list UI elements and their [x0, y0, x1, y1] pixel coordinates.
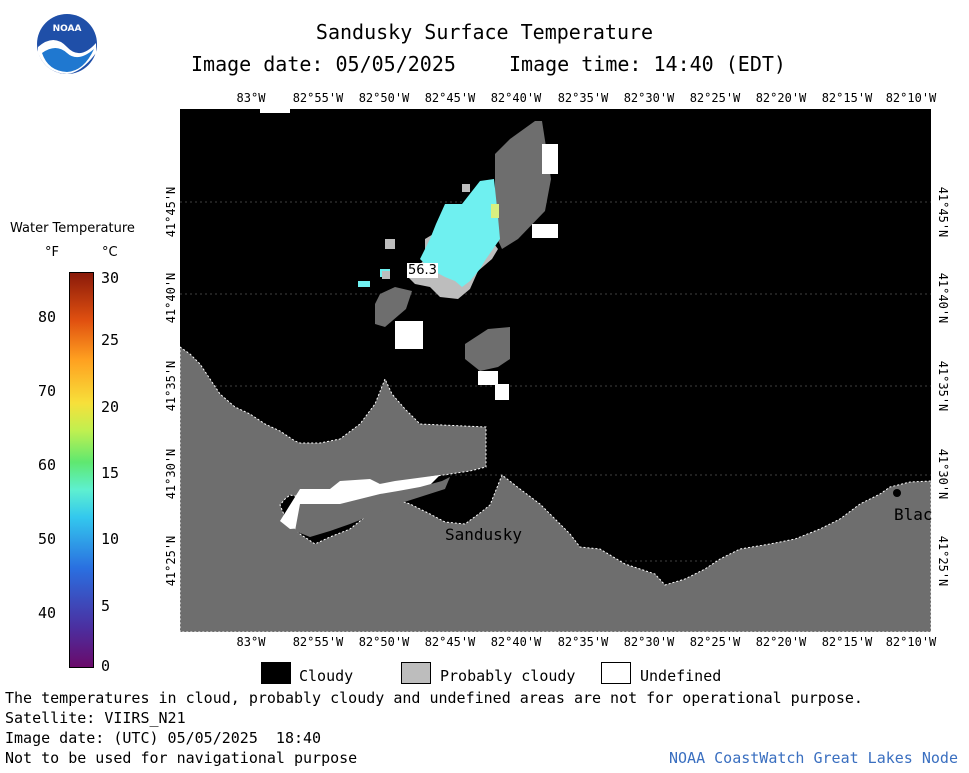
satellite-text: Satellite: VIIRS_N21: [5, 709, 186, 727]
lat-label-left-1: 41°40'N: [164, 272, 178, 324]
map-panel: [180, 109, 931, 632]
lat-label-right-1: 41°40'N: [936, 272, 950, 324]
lat-label-right-2: 41°35'N: [936, 360, 950, 412]
colorbar: [69, 272, 94, 668]
lat-label-left-4: 41°25'N: [164, 535, 178, 587]
lat-label-left-0: 41°45'N: [164, 186, 178, 238]
colorbar-tick-c-4: 10: [101, 530, 120, 548]
colorbar-tick-f-3: 50: [38, 530, 57, 548]
disclaimer-text: The temperatures in cloud, probably clou…: [5, 689, 863, 707]
lon-label-bottom-1: 82°55'W: [292, 635, 344, 649]
lon-label-top-1: 82°55'W: [292, 91, 344, 105]
water-temp-yellow: [491, 204, 499, 218]
map-title: Sandusky Surface Temperature: [315, 20, 654, 44]
colorbar-tick-c-5: 5: [101, 597, 111, 615]
navigation-warning: Not to be used for navigational purpose: [5, 749, 358, 767]
temperature-label: 56.3: [407, 263, 438, 278]
colorbar-tick-c-0: 30: [101, 269, 120, 287]
lat-label-right-0: 41°45'N: [936, 186, 950, 238]
lat-label-right-4: 41°25'N: [936, 535, 950, 587]
lat-label-right-3: 41°30'N: [936, 448, 950, 500]
lon-label-top-2: 82°50'W: [358, 91, 410, 105]
lon-label-bottom-0: 83°W: [236, 635, 266, 649]
lon-label-bottom-6: 82°30'W: [623, 635, 675, 649]
lon-label-top-9: 82°15'W: [821, 91, 873, 105]
place-sandusky: Sandusky: [445, 525, 523, 544]
land-patch-1: [495, 121, 551, 249]
land-south-shore: [180, 346, 931, 632]
water-temp-area: [420, 179, 500, 287]
land-inner-bay: [295, 477, 450, 537]
lon-label-bottom-2: 82°50'W: [358, 635, 410, 649]
legend-swatch-undefined: [601, 662, 631, 684]
colorbar-unit-c: °C: [102, 245, 118, 260]
colorbar-tick-f-2: 60: [38, 456, 57, 474]
land-patch-2: [375, 287, 412, 327]
undefined-patches: [395, 144, 558, 400]
lon-label-bottom-3: 82°45'W: [424, 635, 476, 649]
lon-label-top-8: 82°20'W: [755, 91, 807, 105]
legend-swatch-cloudy: [261, 662, 291, 684]
legend-label-cloudy: Cloudy: [299, 667, 354, 685]
lon-label-top-7: 82°25'W: [689, 91, 741, 105]
colorbar-tick-c-2: 20: [101, 398, 120, 416]
place-blac: Blac: [894, 505, 933, 524]
noaa-logo-text: NOAA: [52, 24, 82, 34]
lon-label-top-6: 82°30'W: [623, 91, 675, 105]
lon-label-bottom-4: 82°40'W: [490, 635, 542, 649]
colorbar-tick-f-1: 70: [38, 382, 57, 400]
utc-date-text: Image date: (UTC) 05/05/2025 18:40: [5, 729, 322, 747]
land-patch-3: [465, 327, 510, 371]
lon-label-top-4: 82°40'W: [490, 91, 542, 105]
lon-label-top-3: 82°45'W: [424, 91, 476, 105]
lon-label-bottom-7: 82°25'W: [689, 635, 741, 649]
colorbar-tick-c-1: 25: [101, 331, 120, 349]
lon-label-bottom-9: 82°15'W: [821, 635, 873, 649]
lon-label-bottom-8: 82°20'W: [755, 635, 807, 649]
colorbar-unit-f: °F: [45, 245, 59, 260]
city-dot: [893, 489, 901, 497]
legend-label-undefined: Undefined: [640, 667, 722, 685]
colorbar-tick-c-6: 0: [101, 657, 111, 675]
lat-label-left-2: 41°35'N: [164, 360, 178, 412]
image-date: Image date: 05/05/2025: [191, 52, 456, 76]
colorbar-tick-c-3: 15: [101, 464, 120, 482]
lon-label-top-10: 82°10'W: [885, 91, 937, 105]
probably-cloudy-specks: [382, 184, 470, 279]
lon-label-bottom-5: 82°35'W: [557, 635, 609, 649]
legend-label-probably-cloudy: Probably cloudy: [440, 667, 576, 685]
colorbar-tick-f-0: 80: [38, 308, 57, 326]
colorbar-title: Water Temperature: [10, 221, 135, 236]
credit-text: NOAA CoastWatch Great Lakes Node: [669, 749, 958, 767]
noaa-logo: [37, 14, 97, 74]
image-time: Image time: 14:40 (EDT): [509, 52, 786, 76]
legend-swatch-probably-cloudy: [401, 662, 431, 684]
colorbar-tick-f-4: 40: [38, 604, 57, 622]
lon-label-top-5: 82°35'W: [557, 91, 609, 105]
lat-label-left-3: 41°30'N: [164, 448, 178, 500]
lon-label-bottom-10: 82°10'W: [885, 635, 937, 649]
lon-label-top-0: 83°W: [236, 91, 266, 105]
